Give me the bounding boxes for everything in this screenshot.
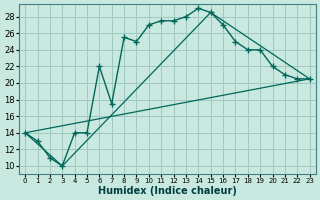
X-axis label: Humidex (Indice chaleur): Humidex (Indice chaleur) bbox=[98, 186, 237, 196]
